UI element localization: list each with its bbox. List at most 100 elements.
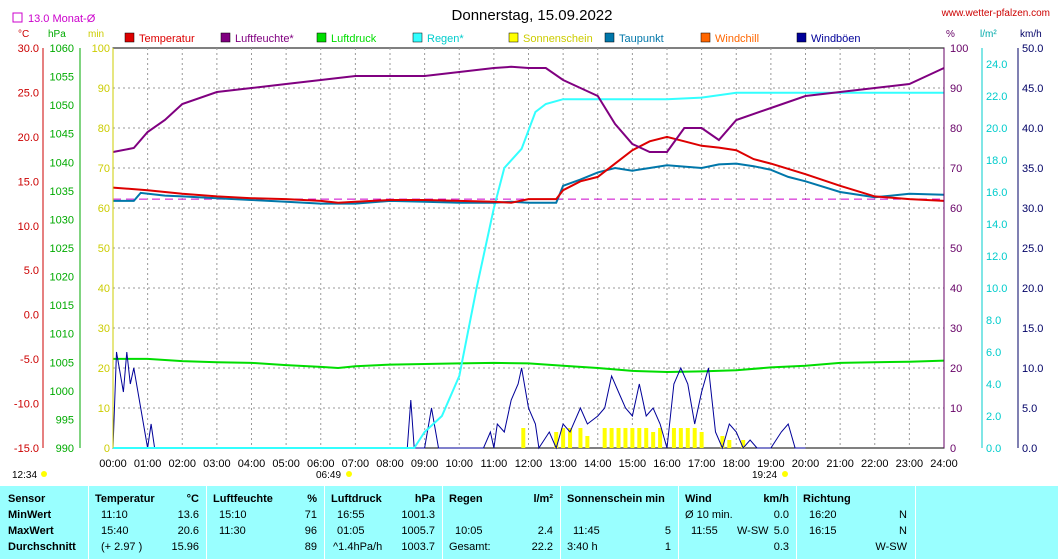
unit-rain: l/m² bbox=[980, 29, 997, 40]
hpa-tick-label: 995 bbox=[56, 414, 74, 426]
x-tick-label: 03:00 bbox=[203, 458, 231, 470]
hum-min-val: 71 bbox=[304, 509, 317, 521]
temp-tick-label: 5.0 bbox=[24, 265, 39, 277]
legend-swatch bbox=[412, 32, 423, 43]
hpa-tick-label: 1020 bbox=[50, 272, 74, 284]
wind-tick-label: 5.0 bbox=[1022, 403, 1037, 415]
temp-min-time: 11:10 bbox=[101, 509, 128, 521]
temp-max-time: 15:40 bbox=[101, 525, 129, 537]
hpa-tick-label: 1015 bbox=[50, 300, 74, 312]
sunshine-bar bbox=[678, 428, 683, 448]
site-link[interactable]: www.wetter-pfalzen.com bbox=[941, 8, 1050, 19]
x-tick-label: 11:00 bbox=[481, 458, 508, 470]
sun-max-time: 11:45 bbox=[573, 525, 600, 537]
col-press: Luftdruck hPa 16:55 1001.3 01:05 1005.7 … bbox=[324, 486, 443, 559]
x-tick-label: 20:00 bbox=[792, 458, 820, 470]
pct-tick-label: 70 bbox=[950, 163, 962, 175]
temp-tick-label: 15.0 bbox=[18, 176, 39, 188]
pct-tick-label: 10 bbox=[950, 403, 962, 415]
hpa-tick-label: 1005 bbox=[50, 357, 74, 369]
th-wind: Wind bbox=[685, 493, 712, 505]
temp-tick-label: 0.0 bbox=[24, 310, 39, 322]
min-tick-label: 50 bbox=[98, 243, 110, 255]
wind-tick-label: 25.0 bbox=[1022, 243, 1043, 255]
rain-line bbox=[113, 91, 944, 449]
wind-tick-label: 30.0 bbox=[1022, 203, 1043, 215]
rain-tick-label: 2.0 bbox=[986, 411, 1001, 423]
hpa-tick-label: 1030 bbox=[50, 214, 74, 226]
temp-tick-label: -10.0 bbox=[14, 399, 39, 411]
rain-tick-label: 22.0 bbox=[986, 91, 1007, 103]
sunshine-bar bbox=[720, 436, 725, 448]
rain-tick-label: 18.0 bbox=[986, 155, 1007, 167]
x-tick-label: 06:00 bbox=[307, 458, 335, 470]
series-lines bbox=[112, 65, 945, 450]
sunshine-bar bbox=[602, 428, 607, 448]
dir-max-time: 16:15 bbox=[809, 525, 837, 537]
hpa-tick-label: 1055 bbox=[50, 72, 74, 84]
temp-avg-delta: (+ 2.97 ) bbox=[101, 541, 143, 553]
th-temp: Temperatur bbox=[95, 493, 155, 505]
sunshine-bar bbox=[727, 440, 732, 448]
hpa-tick-label: 1045 bbox=[50, 129, 74, 141]
pct-tick-label: 50 bbox=[950, 243, 962, 255]
dewpoint-line bbox=[113, 162, 945, 205]
th-dir: Richtung bbox=[803, 493, 851, 505]
sunshine-bar bbox=[554, 432, 559, 448]
unit-min: min bbox=[88, 29, 104, 40]
sunshine-bar bbox=[561, 428, 566, 448]
x-tick-label: 21:00 bbox=[826, 458, 854, 470]
sun-total: 3:40 h bbox=[567, 541, 598, 553]
hpa-tick-label: 1010 bbox=[50, 329, 74, 341]
x-tick-label: 17:00 bbox=[688, 458, 716, 470]
sunrise-time: 06:49 bbox=[316, 470, 341, 481]
pct-tick-label: 30 bbox=[950, 323, 962, 335]
legend-swatch bbox=[796, 32, 807, 43]
rain-tick-label: 8.0 bbox=[986, 315, 1001, 327]
col-temp: Temperatur °C 11:10 13.6 15:40 20.6 (+ 2… bbox=[88, 486, 207, 559]
temp-avg-val: 15.96 bbox=[171, 541, 199, 553]
temp-max-val: 20.6 bbox=[177, 525, 199, 537]
x-tick-label: 05:00 bbox=[272, 458, 300, 470]
th-press: Luftdruck bbox=[331, 493, 382, 505]
min-tick-label: 0 bbox=[104, 443, 110, 455]
x-tick-label: 02:00 bbox=[168, 458, 196, 470]
x-tick-label: 12:00 bbox=[515, 458, 543, 470]
rain-tick-label: 6.0 bbox=[986, 347, 1001, 359]
rain-tick-label: 20.0 bbox=[986, 123, 1007, 135]
row-label-min: MinWert bbox=[8, 509, 52, 521]
hum-min-time: 15:10 bbox=[219, 509, 247, 521]
wind-tick-label: 10.0 bbox=[1022, 363, 1043, 375]
min-tick-label: 100 bbox=[92, 43, 110, 55]
moon-time: 12:34 bbox=[12, 470, 37, 481]
wind-max-time: 11:55 bbox=[691, 525, 718, 537]
legend-label: Regen* bbox=[427, 33, 464, 45]
sunshine-bar bbox=[623, 428, 628, 448]
wind-tick-label: 45.0 bbox=[1022, 83, 1043, 95]
unit-temp: °C bbox=[18, 29, 29, 40]
x-tick-label: 19:00 bbox=[757, 458, 785, 470]
press-min-val: 1001.3 bbox=[401, 509, 435, 521]
x-tick-label: 18:00 bbox=[722, 458, 750, 470]
min-tick-label: 80 bbox=[98, 123, 110, 135]
x-tick-label: 04:00 bbox=[238, 458, 266, 470]
legend-label: Taupunkt bbox=[619, 33, 664, 45]
legend-swatch bbox=[700, 32, 711, 43]
hpa-tick-label: 1000 bbox=[50, 386, 74, 398]
legend-label: Windchill bbox=[715, 33, 759, 45]
legend-swatch bbox=[124, 32, 135, 43]
sunshine-bar bbox=[637, 428, 642, 448]
rain-tick-label: 24.0 bbox=[986, 59, 1007, 71]
sunshine-bar bbox=[692, 428, 697, 448]
pct-tick-label: 80 bbox=[950, 123, 962, 135]
temp-tick-label: -15.0 bbox=[14, 443, 39, 455]
dir-max-val: N bbox=[899, 525, 907, 537]
rain-tick-label: 12.0 bbox=[986, 251, 1007, 263]
temp-tick-label: 10.0 bbox=[18, 221, 39, 233]
x-tick-label: 07:00 bbox=[342, 458, 370, 470]
chart-title: Donnerstag, 15.09.2022 bbox=[452, 7, 613, 24]
sunshine-bar bbox=[568, 428, 573, 448]
rain-tick-label: 0.0 bbox=[986, 443, 1001, 455]
gusts-line bbox=[112, 351, 806, 450]
rain-tick-label: 10.0 bbox=[986, 283, 1007, 295]
